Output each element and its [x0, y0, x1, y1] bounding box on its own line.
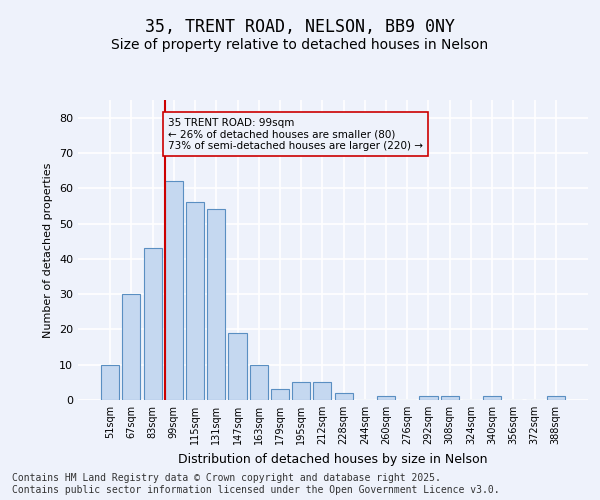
Text: Size of property relative to detached houses in Nelson: Size of property relative to detached ho… — [112, 38, 488, 52]
Bar — [547, 396, 565, 400]
Text: 35 TRENT ROAD: 99sqm
← 26% of detached houses are smaller (80)
73% of semi-detac: 35 TRENT ROAD: 99sqm ← 26% of detached h… — [168, 118, 423, 151]
Bar — [165, 181, 183, 400]
Bar — [143, 248, 161, 400]
Bar — [250, 364, 268, 400]
Y-axis label: Number of detached properties: Number of detached properties — [43, 162, 53, 338]
Bar — [313, 382, 331, 400]
Bar — [207, 210, 226, 400]
Text: Contains HM Land Registry data © Crown copyright and database right 2025.
Contai: Contains HM Land Registry data © Crown c… — [12, 474, 500, 495]
Bar — [419, 396, 437, 400]
Bar — [122, 294, 140, 400]
Bar — [271, 390, 289, 400]
Bar — [335, 393, 353, 400]
Bar — [377, 396, 395, 400]
Bar — [483, 396, 501, 400]
Bar — [186, 202, 204, 400]
Bar — [292, 382, 310, 400]
Text: 35, TRENT ROAD, NELSON, BB9 0NY: 35, TRENT ROAD, NELSON, BB9 0NY — [145, 18, 455, 36]
Bar — [440, 396, 459, 400]
X-axis label: Distribution of detached houses by size in Nelson: Distribution of detached houses by size … — [178, 452, 488, 466]
Bar — [101, 364, 119, 400]
Bar — [229, 333, 247, 400]
